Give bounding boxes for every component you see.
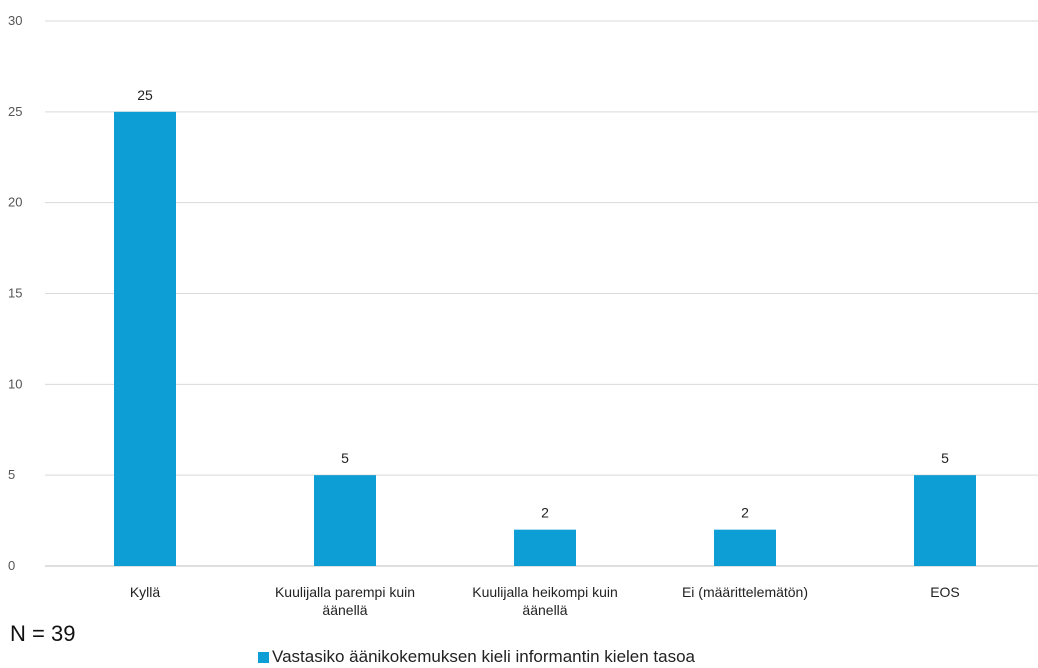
y-tick-label: 0 [8, 558, 15, 573]
bars [114, 111, 976, 566]
y-tick-label: 20 [8, 195, 22, 210]
x-tick-label: EOS [930, 584, 960, 600]
bar [114, 111, 176, 566]
bar [514, 529, 576, 566]
x-tick-label: äänellä [522, 602, 567, 618]
data-label: 5 [341, 450, 349, 466]
bar [314, 475, 376, 566]
y-axis-tick-labels: 0 5 10 15 20 25 30 [8, 13, 22, 573]
x-tick-label: Kyllä [130, 584, 161, 600]
sample-size-note: N = 39 [10, 621, 76, 646]
bar [714, 529, 776, 566]
y-tick-label: 30 [8, 13, 22, 28]
data-label: 2 [741, 505, 749, 521]
y-tick-label: 15 [8, 286, 22, 301]
data-label: 5 [941, 450, 949, 466]
y-tick-label: 10 [8, 376, 22, 391]
x-tick-label: äänellä [322, 602, 367, 618]
x-tick-label: Kuulijalla parempi kuin [275, 584, 415, 600]
y-tick-label: 5 [8, 467, 15, 482]
data-label: 25 [137, 87, 153, 103]
x-tick-label: Ei (määrittelemätön) [682, 584, 808, 600]
y-tick-label: 25 [8, 104, 22, 119]
gridlines [45, 20, 1038, 567]
legend-swatch [258, 652, 269, 663]
legend: Vastasiko äänikokemuksen kieli informant… [258, 647, 696, 666]
x-axis-category-labels: Kyllä Kuulijalla parempi kuin äänellä Kuuli… [130, 584, 960, 618]
bar [914, 475, 976, 566]
legend-label: Vastasiko äänikokemuksen kieli informant… [272, 647, 696, 666]
data-label: 2 [541, 505, 549, 521]
x-tick-label: Kuulijalla heikompi kuin [472, 584, 618, 600]
